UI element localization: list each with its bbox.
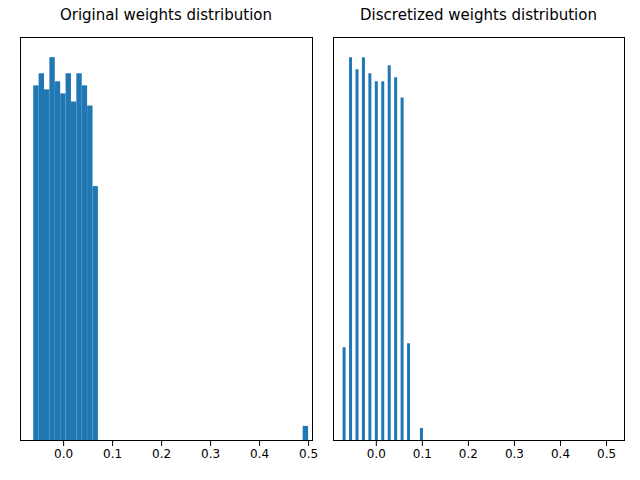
svg-text:0.1: 0.1 [413,447,432,461]
html-text:Discretized weights distributi: Discretized weights distribution [360,6,597,24]
html-text:Original weights distribution: Original weights distribution [59,6,272,24]
svg-text:0.4: 0.4 [551,447,570,461]
svg-text:0.3: 0.3 [505,447,524,461]
svg-text:0.0: 0.0 [54,447,73,461]
svg-text:0.0: 0.0 [367,447,386,461]
svg-text:0.5: 0.5 [597,447,616,461]
svg-text:0.2: 0.2 [152,447,171,461]
svg-text:0.4: 0.4 [250,447,269,461]
svg-text:0.1: 0.1 [103,447,122,461]
svg-text:0.3: 0.3 [201,447,220,461]
svg-text:0.2: 0.2 [459,447,478,461]
svg-text:0.5: 0.5 [299,447,318,461]
